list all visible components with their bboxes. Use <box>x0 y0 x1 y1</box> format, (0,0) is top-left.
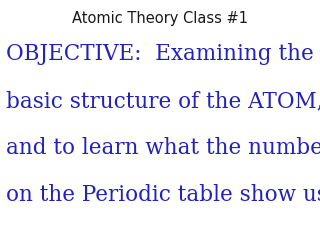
Text: and to learn what the numbers: and to learn what the numbers <box>6 137 320 159</box>
Text: on the Periodic table show us.: on the Periodic table show us. <box>6 184 320 206</box>
Text: Atomic Theory Class #1: Atomic Theory Class #1 <box>72 11 248 26</box>
Text: basic structure of the ATOM,: basic structure of the ATOM, <box>6 90 320 112</box>
Text: OBJECTIVE:  Examining the: OBJECTIVE: Examining the <box>6 43 314 65</box>
